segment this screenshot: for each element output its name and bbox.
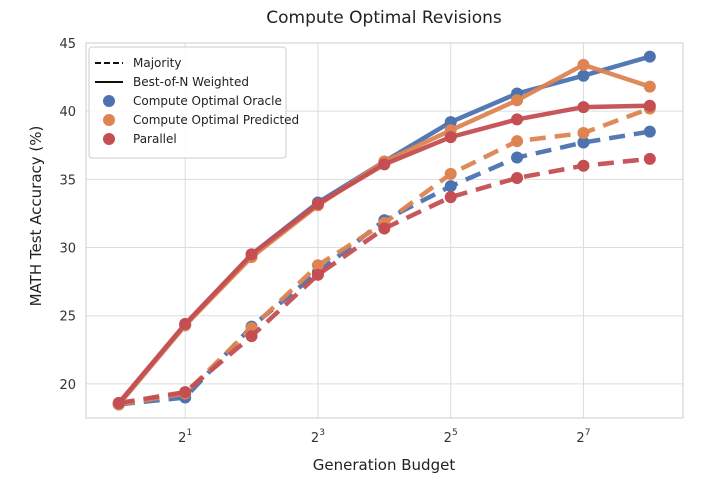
x-tick-label: 23 bbox=[311, 428, 325, 446]
data-point bbox=[511, 172, 524, 184]
legend-marker bbox=[103, 95, 115, 107]
data-point bbox=[577, 136, 590, 149]
data-point bbox=[577, 127, 590, 139]
legend-label: Best-of-N Weighted bbox=[133, 75, 249, 89]
data-point bbox=[643, 152, 656, 165]
data-point bbox=[444, 167, 457, 180]
legend-box bbox=[88, 46, 287, 159]
legend-label: Majority bbox=[133, 56, 181, 70]
data-point bbox=[311, 268, 324, 281]
x-tick-base: 2 bbox=[178, 431, 186, 446]
data-point bbox=[245, 248, 258, 261]
legend-label: Compute Optimal Oracle bbox=[133, 94, 282, 108]
x-tick-label: 21 bbox=[178, 428, 192, 446]
y-tick-label: 40 bbox=[59, 105, 76, 120]
x-tick-base: 2 bbox=[576, 431, 584, 446]
x-axis-label: Generation Budget bbox=[313, 456, 456, 474]
y-tick-label: 20 bbox=[59, 378, 76, 393]
data-point bbox=[643, 99, 656, 112]
data-point bbox=[444, 180, 457, 193]
series-line bbox=[118, 156, 651, 406]
y-tick-label: 45 bbox=[59, 37, 76, 52]
x-tick-label: 25 bbox=[444, 428, 458, 446]
series-5 bbox=[112, 99, 656, 409]
y-tick-label: 25 bbox=[59, 310, 76, 325]
series-2 bbox=[112, 152, 656, 409]
x-tick-base: 2 bbox=[311, 431, 319, 446]
y-tick-label: 35 bbox=[59, 173, 76, 188]
data-point bbox=[577, 69, 590, 82]
data-point bbox=[179, 317, 192, 330]
x-tick-exponent: 5 bbox=[452, 428, 458, 438]
x-tick-label: 27 bbox=[576, 428, 590, 446]
legend-label: Parallel bbox=[133, 132, 177, 146]
x-tick-exponent: 7 bbox=[585, 428, 591, 438]
data-point bbox=[643, 50, 656, 63]
data-point bbox=[511, 113, 524, 126]
data-point bbox=[112, 397, 125, 409]
data-point bbox=[311, 197, 324, 210]
data-point bbox=[444, 191, 457, 204]
data-point bbox=[511, 94, 524, 107]
legend-marker bbox=[103, 133, 115, 145]
legend-marker bbox=[103, 114, 115, 126]
data-point bbox=[577, 101, 590, 114]
series-line bbox=[118, 129, 651, 407]
data-point bbox=[378, 158, 391, 171]
x-tick-exponent: 3 bbox=[319, 428, 325, 438]
data-point bbox=[511, 135, 524, 148]
data-point bbox=[179, 386, 192, 399]
y-tick-label: 30 bbox=[59, 242, 76, 257]
data-point bbox=[643, 80, 656, 93]
series-layer bbox=[112, 50, 656, 411]
plot-frame bbox=[85, 42, 684, 419]
x-tick-exponent: 1 bbox=[186, 428, 192, 438]
data-point bbox=[378, 222, 391, 235]
legend-label: Compute Optimal Predicted bbox=[133, 113, 299, 127]
data-point bbox=[643, 125, 656, 138]
y-axis-label: MATH Test Accuracy (%) bbox=[27, 126, 45, 307]
data-point bbox=[511, 151, 524, 164]
chart-title: Compute Optimal Revisions bbox=[266, 8, 502, 28]
data-point bbox=[577, 58, 590, 71]
data-point bbox=[311, 259, 324, 272]
data-point bbox=[444, 131, 457, 144]
data-point bbox=[245, 330, 258, 343]
data-point bbox=[577, 159, 590, 172]
x-tick-base: 2 bbox=[444, 431, 452, 446]
legend: Majority Best-of-N Weighted Compute Optima… bbox=[88, 46, 299, 159]
